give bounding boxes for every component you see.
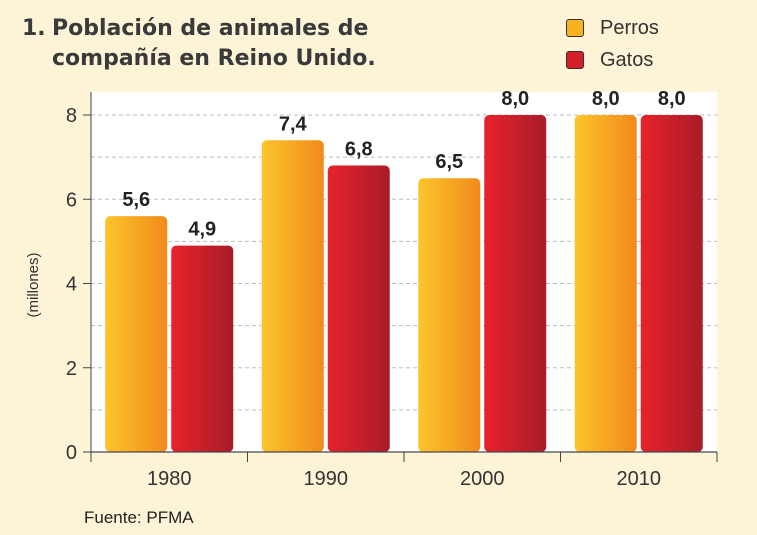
y-tick-label: 0 [66,442,77,464]
legend-item-perros: Perros [566,14,659,42]
value-label: 6,8 [345,139,373,161]
bar-gatos-2010 [640,115,703,452]
x-tick-label: 2010 [617,468,662,490]
value-labels: 5,6 4,9 7,4 6,8 6,5 8,0 8,0 8,0 [122,88,685,241]
bars [105,115,703,453]
y-tick-label: 2 [66,358,77,380]
bar-perros-1980 [105,216,168,452]
bar-gatos-1980 [171,245,234,452]
title-line-1: Población de animales de [52,16,369,41]
y-tick-label: 8 [66,105,77,127]
x-tick-label: 1990 [304,468,349,490]
legend-swatch-gatos [566,51,584,69]
value-label: 8,0 [501,88,529,110]
value-label: 6,5 [435,151,463,173]
bar-perros-2010 [574,115,637,452]
y-axis-tick-labels: 0 2 4 6 8 [66,105,91,464]
bar-gatos-1990 [327,165,390,453]
x-axis: 1980 1990 2000 2010 [90,451,718,490]
legend: Perros Gatos [566,14,659,78]
title-line-2: compañía en Reino Unido. [52,46,376,71]
x-tick-label: 2000 [460,468,505,490]
bar-gatos-2000 [484,115,547,452]
y-tick-label: 6 [66,189,77,211]
y-axis-label: (millones) [25,252,42,317]
source-note: Fuente: PFMA [84,508,194,527]
value-label: 8,0 [658,88,686,110]
value-label: 7,4 [279,113,308,135]
value-label: 5,6 [122,189,150,211]
x-tick-label: 1980 [147,468,192,490]
y-tick-label: 4 [66,274,77,296]
chart-title: 1. Población de animales de compañía en R… [22,14,376,74]
legend-swatch-perros [566,19,584,37]
legend-label-perros: Perros [600,16,659,39]
value-label: 4,9 [188,219,216,241]
title-number: 1. [22,16,46,41]
value-label: 8,0 [592,88,620,110]
legend-label-gatos: Gatos [600,48,654,71]
legend-item-gatos: Gatos [566,46,659,74]
bar-perros-1990 [261,140,324,452]
bar-perros-2000 [418,178,481,452]
